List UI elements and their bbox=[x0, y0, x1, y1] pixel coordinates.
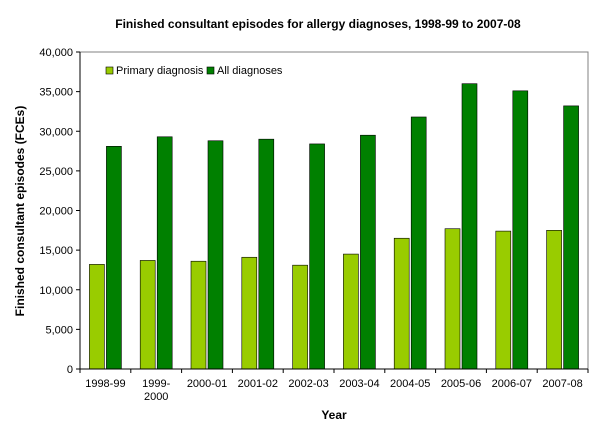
legend: Primary diagnosis All diagnoses bbox=[105, 65, 283, 77]
bar-all-diagnoses bbox=[309, 143, 325, 370]
plot-area: 0 5,000 10,000 15,000 20,000 25,000 30,000 35,0… bbox=[39, 47, 589, 403]
y-axis-label: Finished consultant episodes (FCEs) bbox=[13, 106, 27, 317]
x-tick-label: 1998-99 bbox=[85, 378, 125, 390]
legend-label: All diagnoses bbox=[217, 65, 283, 77]
bar-primary-diagnosis bbox=[546, 230, 562, 370]
y-tick-label: 40,000 bbox=[39, 47, 73, 59]
plot-border bbox=[79, 51, 589, 370]
bar-primary-diagnosis bbox=[89, 264, 105, 370]
bar-primary-diagnosis bbox=[190, 260, 207, 370]
bar-all-diagnoses bbox=[360, 134, 376, 370]
bar-all-diagnoses bbox=[156, 136, 173, 370]
legend-swatch bbox=[105, 66, 114, 75]
y-tick-label: 0 bbox=[67, 364, 73, 376]
y-tick-label: 20,000 bbox=[39, 206, 73, 218]
x-tick-label: 2004-05 bbox=[390, 378, 430, 390]
bar-primary-diagnosis bbox=[343, 253, 359, 370]
bar-primary-diagnosis bbox=[292, 264, 308, 370]
legend-swatch bbox=[206, 66, 215, 75]
bar-all-diagnoses bbox=[563, 105, 579, 370]
y-tick-label: 15,000 bbox=[39, 245, 73, 257]
x-tick-label: 2005-06 bbox=[441, 378, 481, 390]
bar-all-diagnoses bbox=[258, 138, 275, 370]
y-tick-label: 5,000 bbox=[45, 324, 73, 336]
chart-title: Finished consultant episodes for allergy… bbox=[115, 17, 521, 31]
x-tick-label: 2000-01 bbox=[187, 378, 227, 390]
bar-primary-diagnosis bbox=[393, 237, 410, 370]
bar-all-diagnoses bbox=[207, 140, 224, 370]
x-tick-label: 2003-04 bbox=[339, 378, 379, 390]
y-tick-label: 30,000 bbox=[39, 126, 73, 138]
y-tick-label: 25,000 bbox=[39, 166, 73, 178]
bar-all-diagnoses bbox=[461, 83, 478, 370]
y-tick-label: 10,000 bbox=[39, 285, 73, 297]
y-tick-label: 35,000 bbox=[39, 87, 73, 99]
legend-label: Primary diagnosis bbox=[116, 65, 204, 77]
x-tick-label: 2007-08 bbox=[542, 378, 582, 390]
x-tick-label: 2001-02 bbox=[238, 378, 278, 390]
x-tick-label: 2002-03 bbox=[288, 378, 328, 390]
x-tick-label: 2006-07 bbox=[492, 378, 532, 390]
bar-primary-diagnosis bbox=[241, 256, 258, 370]
bar-all-diagnoses bbox=[410, 116, 427, 370]
bar-primary-diagnosis bbox=[444, 228, 461, 370]
bar-primary-diagnosis bbox=[139, 260, 156, 370]
bar-all-diagnoses bbox=[106, 146, 122, 370]
bar-all-diagnoses bbox=[512, 90, 529, 370]
x-axis-label: Year bbox=[321, 408, 347, 422]
x-tick-label: 1999-2000 bbox=[142, 378, 170, 403]
bar-primary-diagnosis bbox=[495, 230, 512, 370]
